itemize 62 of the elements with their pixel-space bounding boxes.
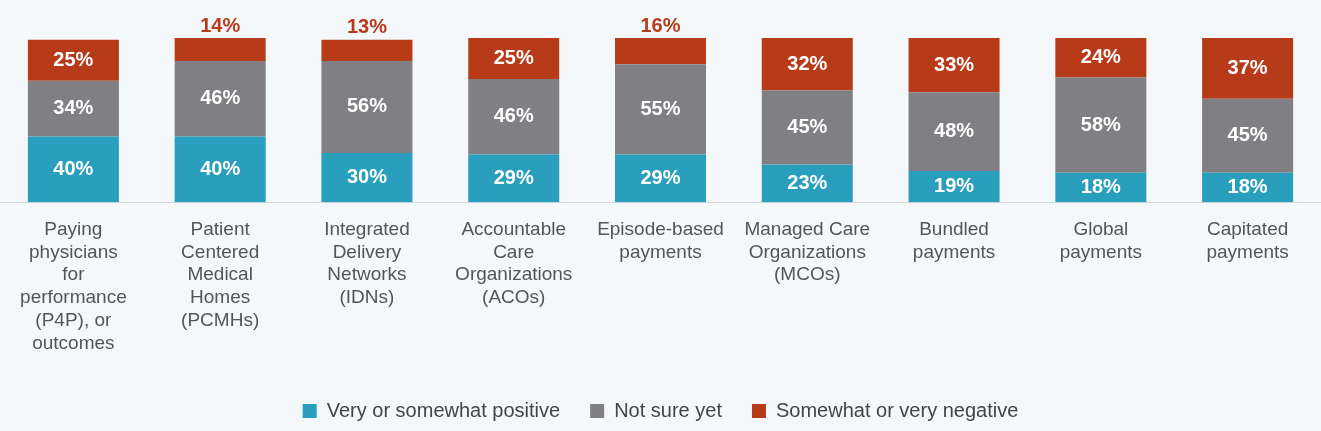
data-label: 45% (1227, 123, 1268, 146)
legend-label: Very or somewhat positive (326, 398, 561, 421)
bar (174, 38, 266, 61)
x-tick-label: Integrated Delivery Networks (IDNs) (324, 217, 410, 308)
data-label: 25% (53, 47, 94, 70)
bar (615, 38, 706, 65)
data-label: 46% (493, 104, 534, 127)
legend-label: Not sure yet (614, 398, 723, 421)
x-tick-label: Capitated payments (1206, 217, 1289, 262)
data-label: 18% (1080, 174, 1122, 197)
x-tick-label: Paying physicians for performance (P4P), or outcomes (20, 217, 127, 353)
bar (321, 152, 413, 203)
data-label: 34% (53, 96, 94, 119)
data-label: 30% (346, 165, 388, 188)
bar (27, 39, 119, 81)
data-label: 18% (1227, 174, 1268, 197)
bar (908, 38, 1000, 93)
bar (321, 39, 413, 61)
data-label: 13% (346, 15, 388, 38)
bar (1055, 77, 1147, 173)
bar (174, 60, 266, 137)
bar (27, 136, 119, 203)
data-label: 37% (1227, 55, 1268, 78)
bar (1202, 38, 1294, 99)
data-label: 32% (787, 51, 828, 74)
bar (468, 38, 560, 80)
bar (321, 60, 413, 153)
data-label: 48% (934, 119, 975, 142)
data-label: 19% (934, 174, 975, 197)
data-label: 24% (1080, 45, 1122, 68)
data-label: 55% (640, 96, 681, 119)
bar (174, 136, 266, 203)
bar (27, 80, 119, 137)
data-label: 45% (787, 115, 828, 137)
bar (615, 154, 706, 203)
data-label: 46% (200, 86, 241, 109)
data-label: 14% (200, 13, 241, 36)
bar (1202, 98, 1294, 173)
x-tick-label: Episode-based payments (597, 217, 724, 262)
legend-label: Somewhat or very negative (775, 398, 1019, 421)
bar (761, 90, 853, 165)
bar (468, 154, 560, 203)
x-tick-label: Accountable Care Organizations (ACOs) (455, 217, 573, 308)
bar (615, 64, 706, 155)
data-label: 33% (934, 52, 975, 75)
bar (761, 38, 853, 91)
data-label: 29% (640, 165, 681, 188)
data-label: 40% (200, 156, 241, 179)
data-label: 29% (493, 165, 534, 188)
bar (468, 79, 560, 155)
data-label: 56% (346, 94, 388, 117)
x-tick-label: Global payments (1059, 217, 1143, 262)
x-tick-label: Patient Centered Medical Homes (PCMHs) (181, 217, 260, 331)
bar (908, 92, 1000, 171)
data-label: 23% (787, 170, 828, 193)
bar (761, 164, 853, 203)
x-tick-label: Bundled payments (912, 217, 996, 262)
x-tick-label: Managed Care Organizations (MCOs) (744, 217, 871, 285)
data-label: 25% (493, 46, 534, 69)
data-label: 16% (640, 13, 681, 36)
data-label: 58% (1080, 112, 1122, 135)
data-label: 40% (53, 156, 94, 179)
